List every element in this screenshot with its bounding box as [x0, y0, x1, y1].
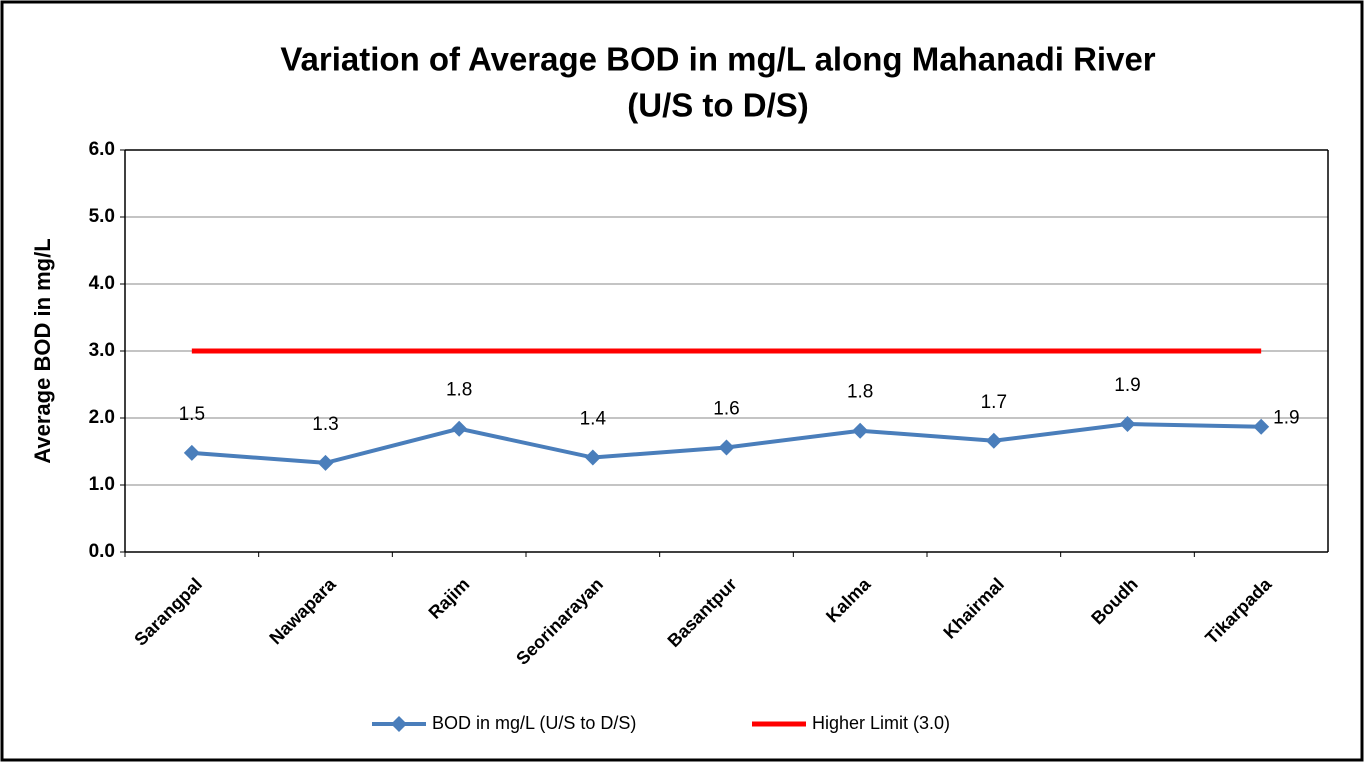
legend-label: Higher Limit (3.0): [812, 713, 950, 733]
legend-label: BOD in mg/L (U/S to D/S): [432, 713, 636, 733]
y-tick-label: 0.0: [89, 541, 115, 562]
y-axis-label: Average BOD in mg/L: [30, 238, 55, 463]
data-label: 1.8: [446, 380, 472, 401]
y-tick-label: 1.0: [89, 474, 115, 495]
data-label: 1.6: [713, 398, 739, 419]
data-label: 1.9: [1114, 375, 1140, 396]
data-point: [451, 420, 468, 437]
data-point: [852, 422, 869, 439]
y-tick-label: 6.0: [89, 139, 115, 160]
y-tick-label: 4.0: [89, 273, 115, 294]
y-tick-label: 3.0: [89, 340, 115, 361]
legend-marker: [391, 716, 407, 732]
data-point: [985, 432, 1002, 449]
data-label: 1.4: [580, 409, 607, 430]
data-point: [584, 449, 601, 466]
y-tick-label: 2.0: [89, 407, 115, 428]
data-point: [317, 454, 334, 471]
data-label: 1.3: [312, 414, 338, 435]
data-label: 1.8: [847, 382, 873, 403]
data-point: [1253, 418, 1270, 435]
data-point: [183, 444, 200, 461]
data-label: 1.9: [1273, 408, 1299, 429]
chart-title: Variation of Average BOD in mg/L along M…: [280, 41, 1155, 78]
data-point: [718, 439, 735, 456]
data-point: [1119, 416, 1136, 433]
y-tick-label: 5.0: [89, 206, 115, 227]
chart-title: (U/S to D/S): [627, 87, 808, 124]
data-label: 1.7: [981, 392, 1007, 413]
data-label: 1.5: [179, 404, 205, 425]
